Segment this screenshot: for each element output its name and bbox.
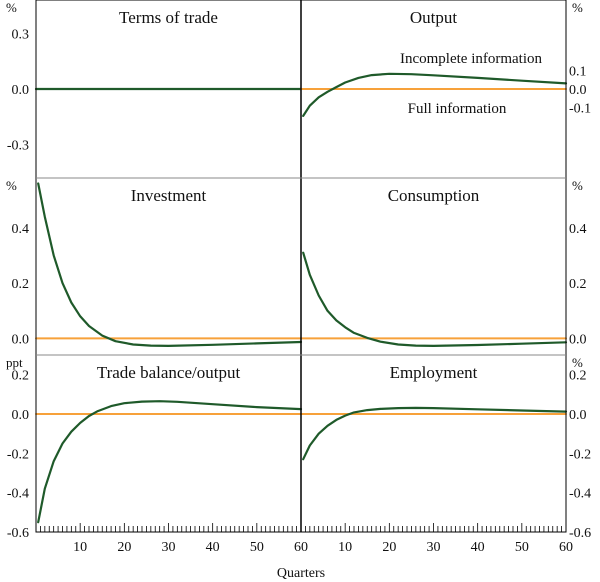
x-axis-title: Quarters: [277, 566, 325, 581]
panel-title-trade: Trade balance/output: [97, 363, 241, 382]
series-incomplete-trade: [37, 400, 303, 524]
y-tick-label-left: -0.3: [7, 139, 29, 154]
x-tick-label-right: 40: [471, 540, 485, 555]
y-tick-label-left: 0.3: [12, 27, 30, 42]
series-incomplete-consumption: [302, 251, 568, 347]
y-tick-label-left: 0.0: [12, 408, 30, 423]
y-tick-label-right: -0.1: [569, 102, 591, 117]
y-unit-right: %: [572, 178, 583, 193]
x-tick-label-right: 10: [338, 540, 352, 555]
y-unit-right: %: [572, 355, 583, 370]
x-tick-label-left: 40: [206, 540, 220, 555]
y-tick-label-left: 0.0: [12, 83, 30, 98]
y-tick-label-right: -0.2: [569, 447, 591, 462]
y-tick-label-right: 0.0: [569, 83, 587, 98]
y-unit-left: %: [6, 0, 17, 15]
x-tick-label-left: 50: [250, 540, 264, 555]
legend-full-label: Full information: [408, 101, 507, 117]
y-tick-label-left: 0.2: [12, 277, 30, 292]
panel-title-output: Output: [410, 8, 458, 27]
legend-incomplete-label: Incomplete information: [400, 51, 543, 67]
x-tick-label-right: 60: [559, 540, 573, 555]
y-tick-label-right: 0.4: [569, 222, 587, 237]
y-tick-label-right: 0.1: [569, 64, 587, 79]
series-lines: [34, 72, 568, 524]
y-unit-right: %: [572, 0, 583, 15]
labels: -0.3 0.0 0.3 -0.1 0.0 0.1% % Terms of trade Outp…: [6, 0, 591, 555]
y-unit-left: ppt: [6, 355, 23, 370]
y-tick-label-right: -0.6: [569, 526, 591, 541]
panel-title-consumption: Consumption: [388, 186, 480, 205]
x-tick-label-right: 50: [515, 540, 529, 555]
y-tick-label-right: 0.0: [569, 332, 587, 347]
x-tick-label-left: 30: [162, 540, 176, 555]
y-tick-label-left: 0.0: [12, 332, 30, 347]
series-incomplete-investment: [37, 182, 303, 347]
y-tick-label-left: 0.4: [12, 222, 30, 237]
panel-title-investment: Investment: [131, 186, 207, 205]
x-tick-label-left: 10: [73, 540, 87, 555]
y-tick-label-right: 0.2: [569, 277, 587, 292]
series-incomplete-output: [302, 72, 568, 117]
panel-frames: [35, 0, 567, 533]
y-tick-label-right: -0.4: [569, 487, 591, 502]
x-tick-label-right: 30: [427, 540, 441, 555]
y-unit-left: %: [6, 178, 17, 193]
x-tick-label-right: 20: [382, 540, 396, 555]
panel-title-terms: Terms of trade: [119, 8, 218, 27]
series-incomplete-employment: [302, 406, 568, 461]
x-tick-label-left: 60: [294, 540, 308, 555]
x-tick-label-left: 20: [117, 540, 131, 555]
panel-title-employment: Employment: [390, 363, 478, 382]
x-tick-marks: [40, 523, 567, 532]
y-tick-label-left: -0.6: [7, 526, 29, 541]
y-tick-label-right: 0.2: [569, 369, 587, 384]
y-tick-label-right: 0.0: [569, 408, 587, 423]
y-tick-label-left: -0.4: [7, 487, 29, 502]
y-tick-label-left: -0.2: [7, 447, 29, 462]
y-tick-label-left: 0.2: [12, 369, 30, 384]
